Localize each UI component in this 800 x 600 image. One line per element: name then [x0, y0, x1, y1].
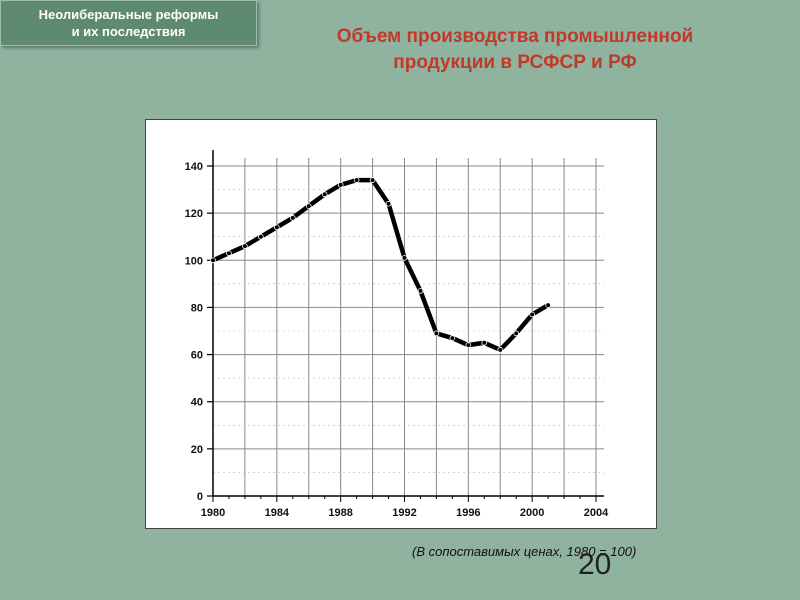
chart-caption: (В сопоставимых ценах, 1980 = 100): [412, 544, 637, 559]
data-point: [274, 224, 280, 231]
y-tick-label: 140: [185, 161, 203, 173]
chart-panel: 0 20 40 60 80 100 120 140 1980 1984 1988 1992 1996 20…: [145, 119, 657, 529]
y-tick-label: 60: [191, 350, 203, 362]
y-tick-label: 120: [185, 208, 203, 220]
badge-line-1: Неолиберальные реформы: [38, 7, 219, 22]
data-point: [289, 215, 296, 221]
page-number: 20: [578, 548, 612, 581]
data-point: [305, 203, 312, 209]
data-point: [513, 330, 520, 337]
x-tick-label: 2000: [520, 507, 544, 519]
x-tick-label: 2004: [584, 507, 609, 519]
y-tick-label: 100: [185, 255, 203, 267]
data-point: [465, 342, 472, 348]
slide-title-line-1: Объем производства промышленной: [336, 26, 694, 47]
y-tick-label: 80: [191, 302, 203, 314]
slide-title-line-2: продукции в РСФСР и РФ: [393, 52, 637, 73]
data-point: [433, 330, 440, 337]
x-tick-label: 1996: [456, 507, 480, 519]
data-point: [449, 335, 456, 341]
data-point: [385, 200, 392, 207]
x-tick-label: 1984: [265, 507, 290, 519]
data-point: [321, 191, 328, 198]
y-tick-label: 20: [191, 444, 203, 456]
data-point: [401, 255, 408, 261]
y-tick-label: 40: [191, 397, 203, 409]
data-point: [226, 250, 232, 257]
data-point: [545, 302, 551, 308]
data-point: [497, 347, 504, 353]
section-badge: Неолиберальные реформы и их последствия: [0, 0, 257, 46]
line-chart: 0 20 40 60 80 100 120 140 1980 1984 1988 1992 1996 20…: [185, 150, 609, 519]
data-point: [242, 243, 248, 249]
data-point: [481, 339, 488, 346]
data-point: [210, 257, 216, 264]
x-tick-label: 1980: [201, 507, 225, 519]
data-point: [353, 177, 360, 183]
x-tick-label: 1992: [392, 507, 416, 519]
series-line: [210, 177, 551, 353]
badge-line-2: и их последствия: [71, 24, 186, 39]
data-point: [258, 233, 264, 240]
x-tick-label: 1988: [328, 507, 352, 519]
slide-title: Объем производства промышленной продукци…: [290, 24, 740, 76]
data-point: [529, 311, 535, 318]
y-tick-label: 0: [197, 491, 203, 503]
data-point: [337, 182, 344, 188]
data-point: [369, 177, 376, 183]
data-point: [417, 288, 424, 294]
